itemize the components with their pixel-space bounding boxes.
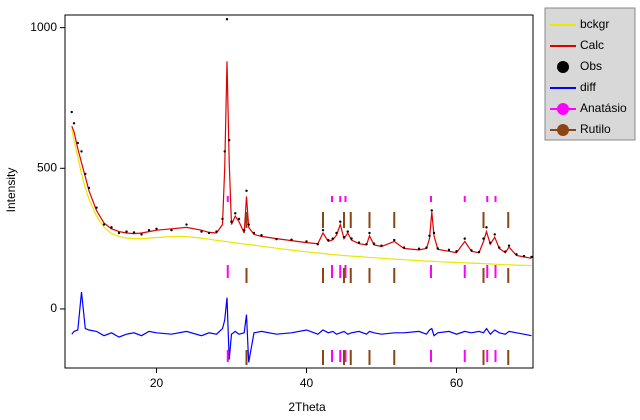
obs-point — [225, 18, 229, 21]
obs-point — [430, 209, 433, 212]
legend-marker — [557, 103, 569, 115]
obs-point — [200, 230, 203, 233]
obs-point — [234, 212, 237, 215]
obs-point — [482, 237, 485, 240]
obs-point — [346, 230, 349, 233]
obs-point — [498, 246, 501, 249]
obs-point — [140, 233, 143, 236]
obs-point — [228, 138, 231, 142]
obs-point — [84, 172, 87, 176]
obs-point — [70, 110, 73, 114]
obs-point — [117, 231, 121, 235]
x-tick-label: 20 — [150, 376, 164, 390]
obs-point — [393, 238, 396, 242]
obs-point — [221, 217, 224, 221]
obs-point — [252, 231, 256, 235]
obs-point — [327, 238, 330, 242]
obs-point — [275, 237, 278, 241]
obs-point — [87, 186, 91, 190]
obs-point — [372, 242, 376, 245]
obs-point — [380, 244, 383, 247]
obs-point — [425, 246, 428, 249]
legend-label: Calc — [580, 38, 604, 52]
obs-point — [132, 231, 136, 234]
series-line — [71, 128, 532, 267]
y-tick-label: 500 — [37, 160, 57, 174]
x-axis-label: 2Theta — [288, 400, 326, 414]
obs-point — [489, 241, 492, 245]
x-tick-label: 40 — [300, 376, 314, 390]
obs-point — [522, 254, 526, 258]
obs-point — [515, 253, 518, 256]
legend-label: Obs — [580, 59, 602, 73]
obs-point — [447, 248, 451, 252]
obs-point — [207, 231, 211, 235]
obs-point — [331, 237, 334, 240]
obs-point — [155, 227, 158, 230]
obs-point — [95, 206, 98, 209]
obs-point — [417, 247, 421, 250]
obs-point — [321, 228, 325, 232]
obs-point — [76, 141, 79, 145]
obs-point — [436, 247, 439, 250]
obs-point — [504, 250, 507, 253]
legend — [544, 7, 636, 141]
obs-point — [485, 226, 488, 229]
obs-point — [432, 231, 436, 235]
obs-point — [185, 223, 188, 226]
series-line — [71, 61, 532, 259]
obs-point — [477, 250, 481, 254]
y-tick-label: 0 — [50, 301, 57, 315]
obs-point — [237, 217, 241, 221]
obs-point — [463, 237, 466, 240]
obs-point — [230, 220, 233, 223]
series-line — [71, 292, 532, 363]
obs-point — [147, 228, 151, 232]
obs-point — [260, 234, 263, 237]
obs-point — [215, 230, 218, 233]
obs-point — [243, 228, 246, 232]
obs-point — [507, 244, 511, 247]
obs-point — [247, 223, 250, 226]
obs-point — [493, 233, 496, 236]
obs-point — [102, 223, 106, 226]
legend-marker — [557, 61, 569, 73]
y-axis-label: Intensity — [4, 168, 18, 213]
obs-point — [428, 234, 431, 238]
obs-point — [316, 243, 319, 246]
obs-point — [339, 220, 342, 223]
legend-label: bckgr — [580, 17, 609, 31]
plot-frame — [64, 14, 534, 369]
obs-point — [350, 237, 353, 240]
obs-point — [305, 240, 308, 243]
obs-point — [245, 189, 248, 192]
x-tick-label: 60 — [450, 376, 464, 390]
obs-point — [365, 243, 368, 246]
legend-label: Anatásio — [580, 101, 627, 115]
obs-point — [368, 231, 371, 235]
obs-point — [530, 255, 533, 259]
obs-point — [402, 246, 406, 249]
obs-point — [110, 226, 113, 229]
obs-point — [470, 249, 473, 252]
legend-label: diff — [580, 80, 596, 94]
obs-point — [223, 150, 226, 153]
obs-point — [342, 236, 346, 239]
obs-point — [170, 228, 173, 232]
obs-point — [125, 230, 128, 233]
obs-point — [335, 231, 338, 235]
legend-marker — [557, 124, 569, 136]
obs-point — [290, 238, 293, 241]
obs-point — [357, 241, 361, 244]
obs-point — [80, 150, 83, 153]
legend-label: Rutilo — [580, 122, 611, 136]
y-tick-label: 1000 — [30, 20, 57, 34]
obs-point — [455, 250, 458, 253]
obs-point — [72, 122, 76, 125]
